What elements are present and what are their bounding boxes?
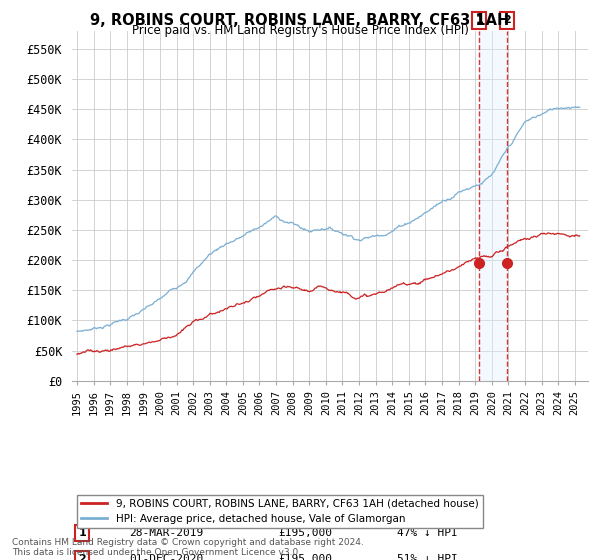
Text: £195,000: £195,000 [278, 554, 332, 560]
Text: £195,000: £195,000 [278, 528, 332, 538]
Text: 1: 1 [79, 528, 86, 538]
Text: Contains HM Land Registry data © Crown copyright and database right 2024.
This d: Contains HM Land Registry data © Crown c… [12, 538, 364, 557]
Text: 2: 2 [503, 15, 511, 25]
Text: 9, ROBINS COURT, ROBINS LANE, BARRY, CF63 1AH: 9, ROBINS COURT, ROBINS LANE, BARRY, CF6… [91, 13, 509, 28]
Text: Price paid vs. HM Land Registry's House Price Index (HPI): Price paid vs. HM Land Registry's House … [131, 24, 469, 37]
Legend: 9, ROBINS COURT, ROBINS LANE, BARRY, CF63 1AH (detached house), HPI: Average pri: 9, ROBINS COURT, ROBINS LANE, BARRY, CF6… [77, 494, 482, 528]
Text: 47% ↓ HPI: 47% ↓ HPI [397, 528, 458, 538]
Text: 51% ↓ HPI: 51% ↓ HPI [397, 554, 458, 560]
Bar [479, 31, 507, 381]
Text: 1: 1 [475, 15, 483, 25]
Text: 01-DEC-2020: 01-DEC-2020 [129, 554, 203, 560]
Text: 28-MAR-2019: 28-MAR-2019 [129, 528, 203, 538]
Text: 2: 2 [79, 554, 86, 560]
